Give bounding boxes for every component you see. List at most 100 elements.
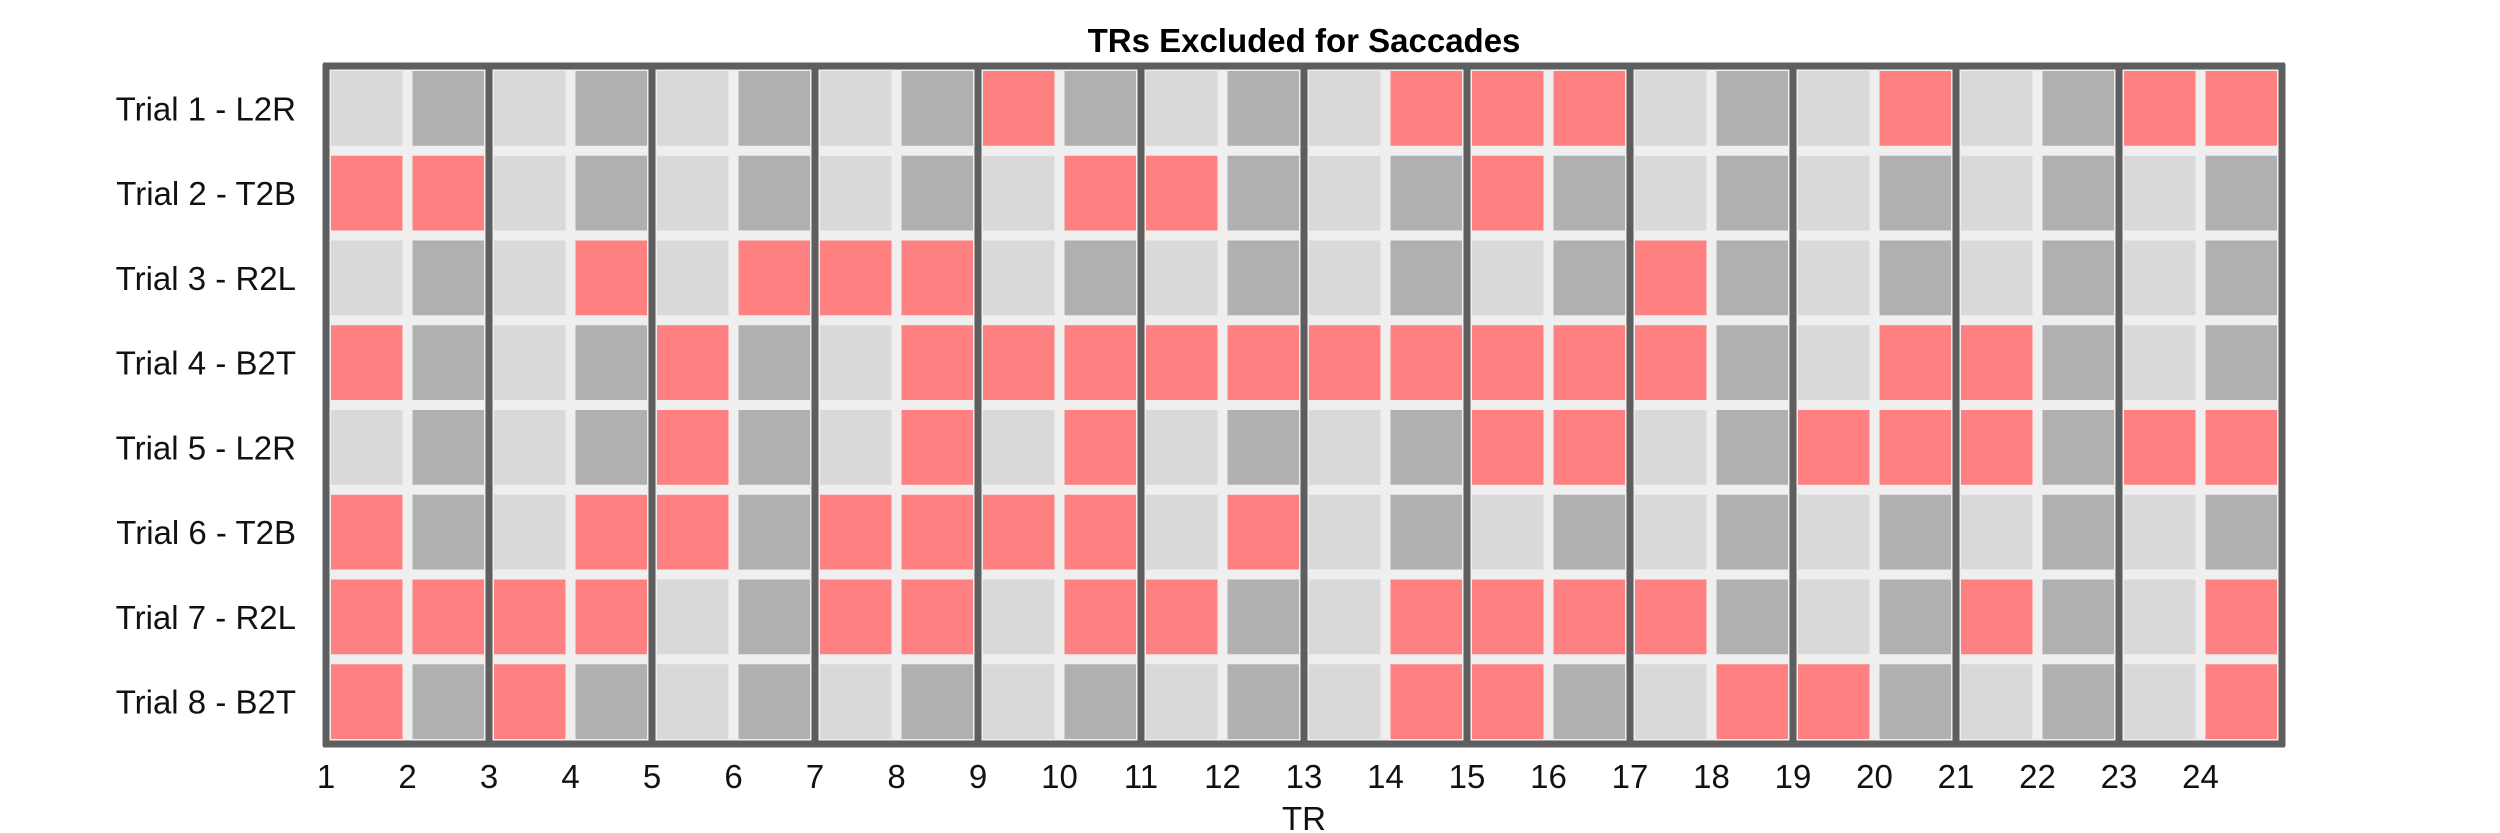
heatmap-cell: [494, 494, 566, 570]
heatmap-cell: [1798, 325, 1870, 400]
heatmap-cell: [1227, 410, 1299, 485]
row-label: Trial 4 - B2T: [116, 345, 296, 382]
heatmap-cell: [901, 325, 973, 400]
heatmap-cell: [1798, 155, 1870, 231]
heatmap-cell: [1635, 155, 1707, 231]
heatmap-cell: [983, 410, 1055, 485]
heatmap-cell: [1716, 71, 1788, 146]
heatmap-cell: [1553, 240, 1625, 316]
heatmap-cell: [412, 240, 484, 316]
heatmap-cell: [494, 579, 566, 655]
heatmap-cell: [494, 410, 566, 485]
heatmap-cell: [1146, 71, 1218, 146]
heatmap-cell: [1798, 410, 1870, 485]
heatmap-cell: [1390, 155, 1462, 231]
heatmap-cell: [331, 71, 403, 146]
heatmap-cell: [657, 155, 729, 231]
heatmap-cell: [2124, 155, 2196, 231]
heatmap-cell: [1390, 494, 1462, 570]
heatmap-cell: [1635, 410, 1707, 485]
heatmap-cell: [820, 410, 892, 485]
heatmap-cell: [412, 325, 484, 400]
heatmap-cell: [575, 325, 647, 400]
heatmap-cell: [820, 155, 892, 231]
heatmap-cell: [1146, 494, 1218, 570]
heatmap-cell: [1064, 579, 1136, 655]
heatmap-cell: [983, 71, 1055, 146]
row-label: Trial 5 - L2R: [116, 429, 296, 466]
heatmap-cell: [331, 579, 403, 655]
heatmap-cell: [2205, 155, 2277, 231]
heatmap-cell: [738, 579, 810, 655]
heatmap-cell: [575, 71, 647, 146]
heatmap-cell: [738, 325, 810, 400]
x-tick-label: 2: [398, 758, 416, 795]
heatmap-cell: [494, 240, 566, 316]
heatmap-cell: [1390, 71, 1462, 146]
x-axis-label: TR: [1282, 800, 1326, 833]
row-label: Trial 6 - T2B: [116, 514, 296, 551]
heatmap-cell: [1064, 71, 1136, 146]
heatmap-cell: [657, 494, 729, 570]
row-label: Trial 2 - T2B: [116, 175, 296, 212]
heatmap-cell: [1472, 410, 1544, 485]
heatmap-cell: [1309, 579, 1381, 655]
x-tick-label: 14: [1367, 758, 1404, 795]
heatmap-cell: [1309, 410, 1381, 485]
heatmap-cell: [494, 664, 566, 739]
heatmap-cell: [331, 240, 403, 316]
heatmap-cell: [575, 664, 647, 739]
row-label: Trial 1 - L2R: [116, 90, 296, 127]
heatmap-cell: [1472, 579, 1544, 655]
heatmap-cell: [1961, 71, 2033, 146]
heatmap-cell: [901, 155, 973, 231]
x-tick-label: 11: [1124, 758, 1158, 795]
heatmap-cell: [901, 579, 973, 655]
x-tick-label: 15: [1449, 758, 1486, 795]
heatmap-cell: [901, 410, 973, 485]
x-tick-label: 21: [1938, 758, 1975, 795]
heatmap-cell: [657, 410, 729, 485]
heatmap-cell: [1309, 664, 1381, 739]
heatmap-cell: [575, 579, 647, 655]
heatmap-cell: [1553, 410, 1625, 485]
heatmap-cell: [1472, 71, 1544, 146]
heatmap-cell: [1716, 410, 1788, 485]
heatmap-cell: [1227, 71, 1299, 146]
heatmap-cell: [1553, 71, 1625, 146]
block-dividers: [322, 62, 2286, 748]
x-tick-label: 10: [1041, 758, 1078, 795]
heatmap-cell: [1553, 494, 1625, 570]
heatmap-cell: [1716, 664, 1788, 739]
heatmap-cell: [1390, 240, 1462, 316]
heatmap-cell: [1553, 325, 1625, 400]
heatmap-cell: [1146, 410, 1218, 485]
x-tick-label: 7: [806, 758, 824, 795]
heatmap-cell: [2205, 240, 2277, 316]
cell-grid: [331, 71, 2277, 739]
heatmap-cell: [331, 325, 403, 400]
heatmap-cell: [901, 494, 973, 570]
heatmap-cell: [2124, 325, 2196, 400]
heatmap-cell: [1798, 579, 1870, 655]
heatmap-cell: [1227, 240, 1299, 316]
heatmap-cell: [657, 579, 729, 655]
heatmap-cell: [657, 325, 729, 400]
heatmap-cell: [2205, 325, 2277, 400]
heatmap-cell: [1961, 325, 2033, 400]
heatmap-cell: [1472, 494, 1544, 570]
row-label: Trial 8 - B2T: [116, 684, 296, 721]
heatmap-cell: [1472, 664, 1544, 739]
heatmap-cell: [2124, 579, 2196, 655]
heatmap-cell: [2042, 410, 2114, 485]
row-label: Trial 3 - R2L: [116, 260, 296, 297]
heatmap-cell: [1390, 325, 1462, 400]
heatmap-cell: [1879, 664, 1951, 739]
heatmap-cell: [983, 325, 1055, 400]
heatmap-cell: [820, 325, 892, 400]
heatmap-cell: [2042, 155, 2114, 231]
heatmap-cell: [494, 155, 566, 231]
heatmap-cell: [575, 155, 647, 231]
heatmap-cell: [331, 410, 403, 485]
